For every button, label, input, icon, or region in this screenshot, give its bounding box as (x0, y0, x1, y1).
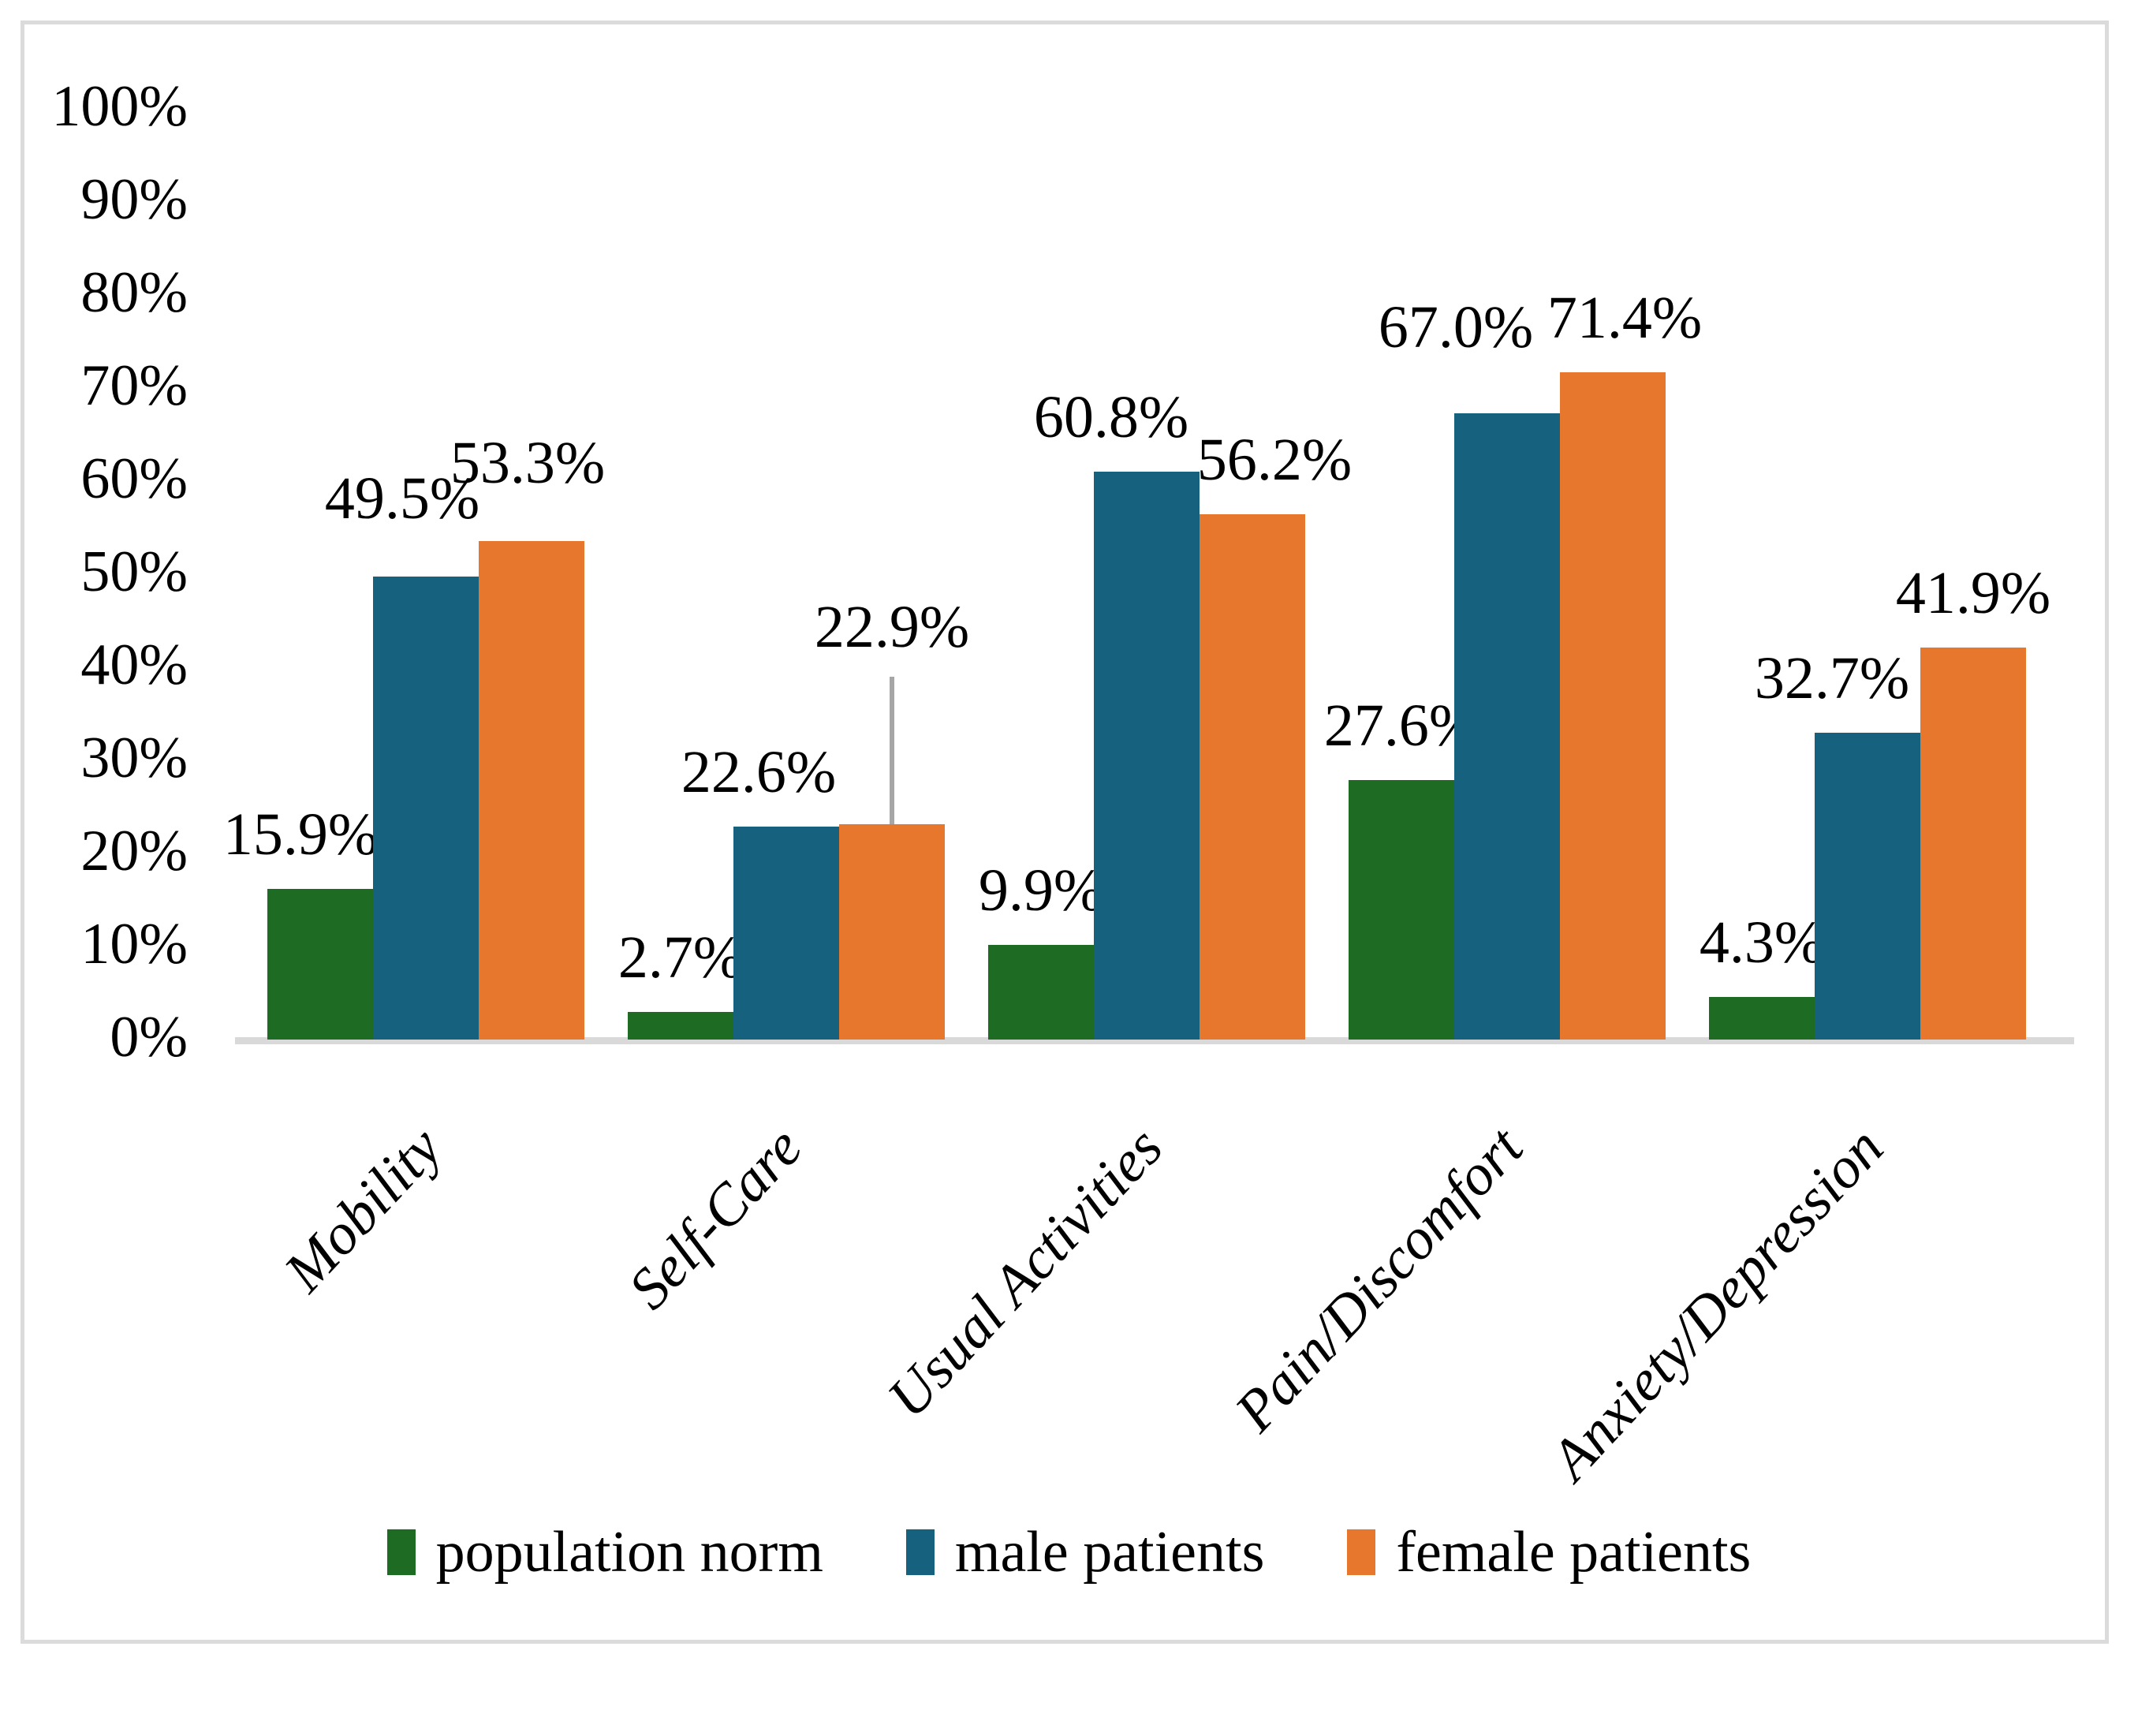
data-label: 41.9% (1895, 559, 2051, 626)
y-axis-tick-label: 10% (80, 912, 188, 976)
bar-female-patients-Anxiety-Depression (1920, 647, 2026, 1040)
data-label: 71.4% (1547, 285, 1703, 352)
x-axis-category-label: Usual Activities (875, 1115, 1175, 1431)
x-axis-category-label: Self-Care (616, 1115, 815, 1322)
bar-male-patients-Self-Care (733, 827, 839, 1040)
data-label: 56.2% (1196, 426, 1353, 493)
bar-population-norm-Self-Care (628, 1012, 733, 1040)
data-label-leader-line (890, 677, 894, 824)
data-label: 60.8% (1033, 383, 1189, 450)
legend-item-female-patients: female patients (1347, 1521, 1751, 1584)
legend-swatch-population-norm (386, 1529, 416, 1575)
y-axis-tick-label: 0% (110, 1005, 188, 1070)
y-axis-tick-label: 40% (80, 633, 188, 697)
bar-chart-figure: { "chart_data": { "type": "bar", "title"… (0, 21, 2138, 1644)
legend-label: population norm (435, 1520, 823, 1585)
bar-male-patients-Anxiety-Depression (1815, 733, 1920, 1040)
data-label: 22.9% (814, 594, 970, 660)
legend-label: male patients (954, 1520, 1265, 1585)
y-axis-tick-label: 60% (80, 446, 188, 511)
y-axis-tick-label: 20% (80, 819, 188, 883)
bar-population-norm-Pain-Discomfort (1349, 780, 1454, 1040)
figure-border-frame (21, 21, 2109, 1644)
data-label: 49.5% (324, 465, 480, 532)
data-label: 15.9% (222, 801, 379, 868)
data-label: 53.3% (450, 430, 606, 497)
bar-female-patients-Self-Care (839, 823, 945, 1040)
x-axis-line (235, 1037, 2074, 1044)
y-axis-tick-label: 50% (80, 539, 188, 604)
data-label: 2.7% (618, 924, 744, 991)
bar-male-patients-Usual-Activities (1094, 471, 1200, 1040)
chart-legend: population norm male patients female patie… (0, 1521, 2138, 1584)
legend-label: female patients (1396, 1520, 1752, 1585)
data-label: 9.9% (978, 857, 1104, 924)
legend-swatch-female-patients (1347, 1529, 1376, 1575)
bar-population-norm-Mobility (267, 889, 373, 1040)
bar-female-patients-Pain-Discomfort (1560, 372, 1666, 1040)
data-label: 27.6% (1323, 693, 1479, 760)
legend-item-male-patients: male patients (905, 1520, 1265, 1585)
data-label: 22.6% (681, 739, 837, 806)
bar-population-norm-Anxiety-Depression (1709, 997, 1815, 1040)
data-label: 67.0% (1378, 294, 1534, 361)
bar-male-patients-Pain-Discomfort (1454, 413, 1560, 1040)
x-axis-category-label: Anxiety/Depression (1538, 1115, 1896, 1492)
legend-swatch-male-patients (905, 1529, 935, 1575)
x-axis-category-label: Pain/Discomfort (1222, 1115, 1535, 1444)
bar-female-patients-Mobility (479, 541, 584, 1040)
bar-population-norm-Usual-Activities (988, 945, 1094, 1040)
data-label: 4.3% (1699, 909, 1825, 976)
y-axis-tick-label: 80% (80, 260, 188, 325)
bar-female-patients-Usual-Activities (1200, 513, 1305, 1040)
bar-male-patients-Mobility (373, 576, 479, 1040)
y-axis-tick-label: 30% (80, 726, 188, 790)
y-axis-tick-label: 100% (51, 74, 188, 139)
legend-item-population-norm: population norm (386, 1520, 823, 1585)
grouped-bar-chart: 0% 10% 20% 30% 40% 50% 60% 70% 80% 90% 100% 15.9% 49… (51, 74, 2074, 1492)
data-label: 32.7% (1754, 645, 1910, 712)
y-axis-tick-label: 70% (80, 353, 188, 418)
y-axis-tick-label: 90% (80, 167, 188, 232)
x-axis-category-label: Mobility (272, 1115, 454, 1305)
